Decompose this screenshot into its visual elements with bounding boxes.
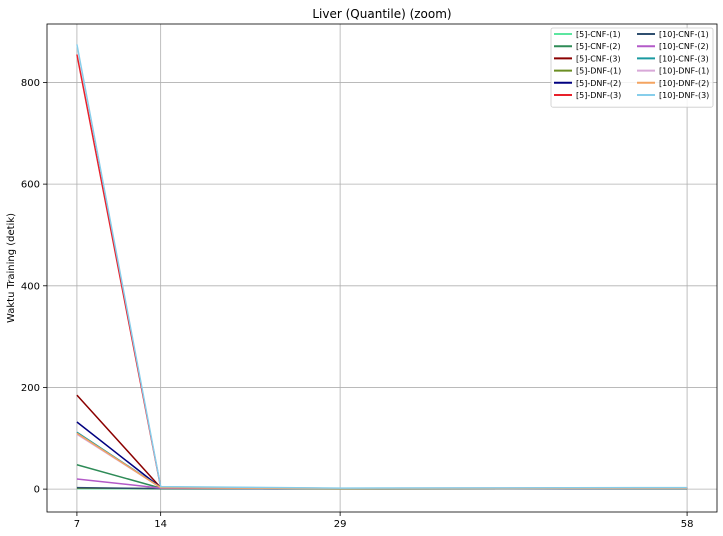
series-line-5	[76, 54, 688, 490]
series-line-8	[76, 431, 688, 490]
series-line-11	[76, 44, 688, 489]
legend-entry: [10]-DNF-(1)	[659, 67, 709, 76]
y-tick-label: 400	[21, 281, 40, 292]
legend-entry: [5]-DNF-(3)	[576, 91, 621, 100]
x-tick-label: 29	[334, 519, 347, 530]
series-line-9	[76, 433, 688, 490]
legend-entry: [10]-CNF-(2)	[659, 42, 709, 51]
series-line-4	[76, 421, 688, 490]
y-axis-label: Waktu Training (detik)	[6, 213, 17, 323]
legend-entry: [5]-CNF-(3)	[576, 54, 621, 63]
axis-ticks: 7 14 29 58 0 200 400 600 800	[21, 78, 694, 530]
series-line-1	[76, 464, 688, 490]
y-tick-label: 0	[34, 485, 40, 496]
series-line-10	[76, 432, 688, 490]
legend-entry: [5]-CNF-(1)	[576, 30, 621, 39]
legend-entry: [5]-CNF-(2)	[576, 42, 621, 51]
y-tick-label: 800	[21, 78, 40, 89]
series-lines	[76, 44, 688, 490]
chart-title: Liver (Quantile) (zoom)	[312, 7, 451, 21]
plot-frame	[46, 23, 718, 513]
x-tick-label: 14	[154, 519, 167, 530]
series-line-2	[76, 394, 688, 490]
legend-entry: [5]-DNF-(2)	[576, 79, 621, 88]
legend-entry: [10]-DNF-(3)	[659, 91, 709, 100]
x-tick-label: 58	[681, 519, 694, 530]
legend-entry: [10]-CNF-(3)	[659, 54, 709, 63]
legend-entry: [5]-DNF-(1)	[576, 67, 621, 76]
legend-entry: [10]-CNF-(1)	[659, 30, 709, 39]
y-tick-label: 200	[21, 383, 40, 394]
y-tick-label: 600	[21, 180, 40, 191]
legend-entry: [10]-DNF-(2)	[659, 79, 709, 88]
x-tick-label: 7	[74, 519, 80, 530]
legend: [5]-CNF-(1) [5]-CNF-(2) [5]-CNF-(3) [5]-DNF…	[550, 27, 714, 108]
legend-box	[550, 27, 714, 108]
